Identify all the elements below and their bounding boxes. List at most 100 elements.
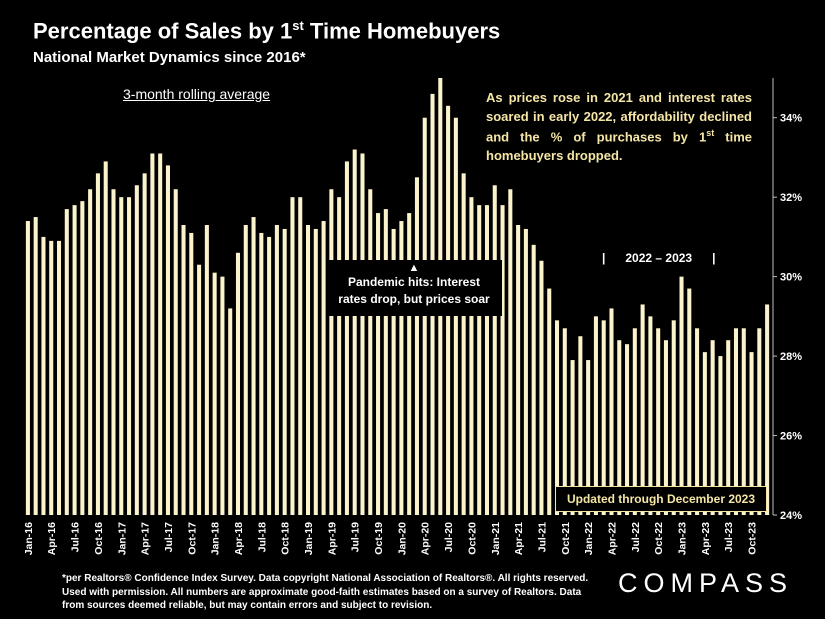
bar-jun-18 [251, 217, 256, 516]
x-tick-label-jan-21: Jan-21 [490, 522, 502, 555]
source-footnote: *per Realtors® Confidence Index Survey. … [62, 573, 589, 611]
bar-feb-17 [127, 197, 132, 515]
y-tick-label: 24% [780, 510, 802, 522]
x-tick-label-apr-19: Apr-19 [326, 522, 338, 555]
bar-apr-16 [49, 240, 54, 515]
bar-feb-18 [220, 276, 225, 515]
y-tick-label: 26% [780, 431, 802, 443]
bar-mar-20 [414, 177, 419, 515]
bar-nov-19 [383, 209, 388, 515]
x-tick-label-jul-23: Jul-23 [723, 522, 735, 553]
bar-jan-23 [679, 276, 684, 515]
bar-oct-23 [749, 352, 754, 515]
bar-sep-21 [554, 320, 560, 515]
y-tick-label: 32% [780, 192, 802, 204]
bar-may-16 [56, 240, 62, 515]
bar-apr-18 [235, 252, 241, 516]
bar-mar-16 [41, 236, 46, 515]
bar-mar-23 [695, 328, 700, 515]
bar-sep-19 [368, 189, 373, 516]
bar-dec-22 [671, 320, 676, 515]
x-tick-label-oct-16: Oct-16 [93, 522, 105, 555]
bar-may-23 [710, 340, 715, 515]
bar-mar-22 [601, 320, 606, 515]
x-tick-label-oct-21: Oct-21 [560, 522, 572, 555]
affordability-callout: As prices rose in 2021 and interest rate… [486, 90, 753, 163]
bar-mar-18 [228, 308, 233, 515]
bar-nov-17 [197, 264, 202, 515]
bar-feb-23 [687, 288, 692, 515]
bar-dec-17 [204, 224, 209, 516]
bar-oct-20 [469, 197, 474, 515]
bar-jul-22 [632, 328, 637, 515]
bar-nov-21 [570, 360, 575, 515]
bar-apr-19 [329, 189, 334, 516]
x-tick-label-jul-21: Jul-21 [536, 522, 548, 553]
x-tick-label-jul-22: Jul-22 [630, 522, 642, 553]
bar-oct-16 [95, 173, 100, 515]
bar-may-22 [617, 340, 622, 515]
bar-oct-18 [282, 228, 287, 515]
bar-feb-16 [33, 217, 38, 516]
bar-nov-16 [103, 161, 108, 515]
bar-nov-18 [290, 197, 295, 515]
x-tick-label-jan-20: Jan-20 [396, 522, 408, 555]
y-tick-label: 30% [780, 272, 802, 284]
y-axis: 24% 26% 28% 30% 32% 34% [772, 78, 802, 522]
bar-mar-21 [508, 189, 513, 516]
bar-sep-20 [461, 173, 466, 515]
chart-title: Percentage of Sales by 1st Time Homebuye… [33, 18, 501, 44]
bar-dec-23 [765, 304, 770, 515]
bar-aug-21 [547, 288, 552, 515]
x-tick-label-apr-22: Apr-22 [606, 522, 618, 555]
bar-dec-16 [111, 189, 116, 516]
bar-jun-21 [531, 244, 536, 515]
bar-apr-20 [422, 117, 427, 515]
bar-jan-17 [119, 197, 124, 515]
bar-apr-23 [702, 352, 707, 515]
bar-aug-17 [173, 189, 178, 516]
bar-aug-23 [733, 328, 739, 515]
bar-mar-17 [134, 185, 139, 515]
bar-may-17 [150, 153, 155, 516]
bar-jan-22 [586, 360, 591, 515]
bar-may-21 [523, 228, 528, 515]
bar-dec-19 [391, 228, 396, 515]
bar-jan-20 [399, 221, 404, 515]
bar-jan-18 [212, 272, 217, 515]
bar-feb-22 [593, 316, 598, 515]
updated-badge: Updated through December 2023 [555, 486, 767, 512]
bar-jan-19 [305, 224, 311, 516]
x-tick-label-oct-18: Oct-18 [280, 522, 292, 555]
bar-feb-21 [500, 205, 505, 515]
x-tick-label-jan-17: Jan-17 [116, 522, 128, 555]
x-tick-label-jul-20: Jul-20 [443, 522, 455, 553]
x-tick-label-jan-16: Jan-16 [23, 522, 35, 555]
bar-nov-22 [663, 340, 668, 515]
bar-aug-18 [267, 236, 272, 515]
y-tick-label: 28% [780, 351, 802, 363]
x-tick-label-oct-17: Oct-17 [186, 522, 198, 555]
bar-oct-17 [189, 232, 194, 515]
bar-jul-18 [259, 232, 264, 515]
bar-may-18 [243, 224, 248, 516]
x-tick-label-jul-18: Jul-18 [256, 522, 268, 553]
bar-nov-23 [757, 328, 762, 515]
bar-dec-20 [484, 205, 490, 515]
bar-jun-22 [625, 344, 630, 515]
bar-jul-16 [72, 205, 77, 515]
bar-aug-16 [80, 201, 85, 515]
range-2022-2023-label: | 2022 – 2023 | [602, 251, 716, 265]
bar-oct-19 [376, 213, 381, 515]
x-tick-label-jul-17: Jul-17 [163, 522, 175, 553]
bar-oct-21 [562, 328, 567, 515]
bar-jul-19 [352, 149, 357, 515]
x-tick-label-oct-19: Oct-19 [373, 522, 385, 555]
x-tick-label-oct-22: Oct-22 [653, 522, 665, 555]
bar-apr-17 [142, 173, 147, 515]
y-tick-label: 34% [780, 113, 802, 125]
bar-jun-17 [158, 153, 163, 516]
x-tick-label-apr-20: Apr-20 [420, 522, 432, 555]
bar-dec-21 [578, 336, 583, 515]
